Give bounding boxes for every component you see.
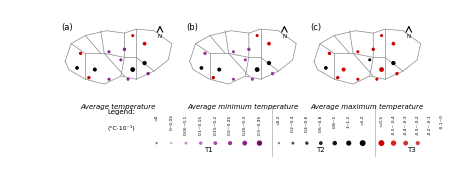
Text: Legend:: Legend: bbox=[107, 109, 135, 115]
Text: <0.2: <0.2 bbox=[277, 114, 281, 125]
Text: T2: T2 bbox=[317, 147, 325, 153]
Point bbox=[354, 78, 362, 81]
Point bbox=[322, 66, 329, 69]
Point bbox=[144, 72, 152, 75]
Text: -0.1~0: -0.1~0 bbox=[440, 114, 444, 129]
Text: 1~1.2: 1~1.2 bbox=[346, 114, 351, 128]
Point bbox=[255, 142, 263, 145]
Text: (b): (b) bbox=[186, 23, 198, 32]
Point bbox=[317, 142, 325, 145]
Text: N: N bbox=[282, 34, 286, 39]
Text: 0.1~0.15: 0.1~0.15 bbox=[199, 114, 203, 135]
Point bbox=[241, 58, 249, 61]
Text: (a): (a) bbox=[62, 23, 73, 32]
Point bbox=[229, 50, 237, 53]
Point bbox=[414, 142, 421, 145]
Text: -0.5~-0.4: -0.5~-0.4 bbox=[392, 114, 395, 135]
Point bbox=[340, 68, 347, 71]
Point bbox=[210, 76, 217, 79]
Point bbox=[359, 142, 366, 145]
Point bbox=[198, 66, 205, 69]
Point bbox=[373, 78, 381, 81]
Point bbox=[331, 142, 338, 145]
Point bbox=[211, 142, 219, 145]
Point bbox=[91, 68, 99, 71]
Point bbox=[390, 62, 397, 64]
Point bbox=[390, 42, 397, 45]
Point bbox=[334, 76, 341, 79]
Text: -0.2~-0.1: -0.2~-0.1 bbox=[428, 114, 432, 135]
Text: 0.05~0.1: 0.05~0.1 bbox=[184, 114, 188, 135]
Point bbox=[117, 58, 125, 61]
Point bbox=[402, 142, 410, 145]
Point bbox=[129, 68, 137, 71]
Point bbox=[201, 52, 209, 55]
Point bbox=[369, 48, 377, 51]
Point bbox=[73, 66, 81, 69]
Point bbox=[269, 72, 276, 75]
Point bbox=[241, 142, 248, 145]
Point bbox=[303, 142, 310, 145]
Point bbox=[129, 34, 137, 37]
Point bbox=[141, 42, 148, 45]
Point bbox=[167, 142, 175, 145]
Text: T3: T3 bbox=[407, 147, 416, 153]
Point bbox=[378, 68, 385, 71]
Point bbox=[393, 72, 401, 75]
Point bbox=[215, 68, 223, 71]
Point bbox=[85, 76, 92, 79]
Point bbox=[253, 34, 261, 37]
Point bbox=[124, 78, 132, 81]
Point bbox=[378, 34, 385, 37]
Text: (c): (c) bbox=[310, 23, 321, 32]
Text: <-0.5: <-0.5 bbox=[379, 114, 383, 127]
Point bbox=[153, 142, 160, 145]
Point bbox=[265, 62, 273, 64]
Point bbox=[120, 48, 128, 51]
Point bbox=[141, 62, 148, 64]
Point bbox=[226, 142, 234, 145]
Text: 0.2~0.25: 0.2~0.25 bbox=[228, 114, 232, 135]
Point bbox=[245, 48, 253, 51]
Text: >1.2: >1.2 bbox=[361, 114, 365, 125]
Text: N: N bbox=[157, 34, 162, 39]
Point bbox=[289, 142, 297, 145]
Point bbox=[197, 142, 204, 145]
Text: Average minimum temperature: Average minimum temperature bbox=[187, 104, 299, 110]
Point bbox=[77, 52, 84, 55]
Text: 0.4~0.6: 0.4~0.6 bbox=[305, 114, 309, 132]
Text: 0.3~0.35: 0.3~0.35 bbox=[257, 114, 262, 135]
Text: T1: T1 bbox=[204, 147, 212, 153]
Text: 0~0.05: 0~0.05 bbox=[169, 114, 173, 130]
Point bbox=[275, 142, 283, 145]
Text: Average maximum temperature: Average maximum temperature bbox=[311, 104, 424, 110]
Text: N: N bbox=[406, 34, 410, 39]
Point bbox=[105, 50, 113, 53]
Point bbox=[345, 142, 353, 145]
Point bbox=[253, 68, 261, 71]
Text: 0.2~0.4: 0.2~0.4 bbox=[291, 114, 295, 132]
Point bbox=[182, 142, 190, 145]
Point bbox=[326, 52, 333, 55]
Text: (°C·10⁻¹): (°C·10⁻¹) bbox=[107, 125, 135, 131]
Point bbox=[265, 42, 273, 45]
Point bbox=[366, 58, 374, 61]
Text: 0.6~0.8: 0.6~0.8 bbox=[319, 114, 323, 132]
Text: Average temperature: Average temperature bbox=[81, 104, 156, 110]
Point bbox=[390, 142, 397, 145]
Point bbox=[438, 142, 446, 145]
Text: <0: <0 bbox=[155, 114, 159, 121]
Point bbox=[105, 78, 113, 81]
Point bbox=[229, 78, 237, 81]
Text: -0.4~-0.3: -0.4~-0.3 bbox=[404, 114, 408, 135]
Point bbox=[248, 78, 256, 81]
Text: -0.3~-0.2: -0.3~-0.2 bbox=[416, 114, 420, 135]
Point bbox=[426, 142, 434, 145]
Text: 0.15~0.2: 0.15~0.2 bbox=[213, 114, 218, 135]
Point bbox=[354, 50, 362, 53]
Point bbox=[378, 142, 385, 145]
Text: 0.8~1: 0.8~1 bbox=[333, 114, 337, 128]
Text: 0.25~0.3: 0.25~0.3 bbox=[243, 114, 247, 135]
